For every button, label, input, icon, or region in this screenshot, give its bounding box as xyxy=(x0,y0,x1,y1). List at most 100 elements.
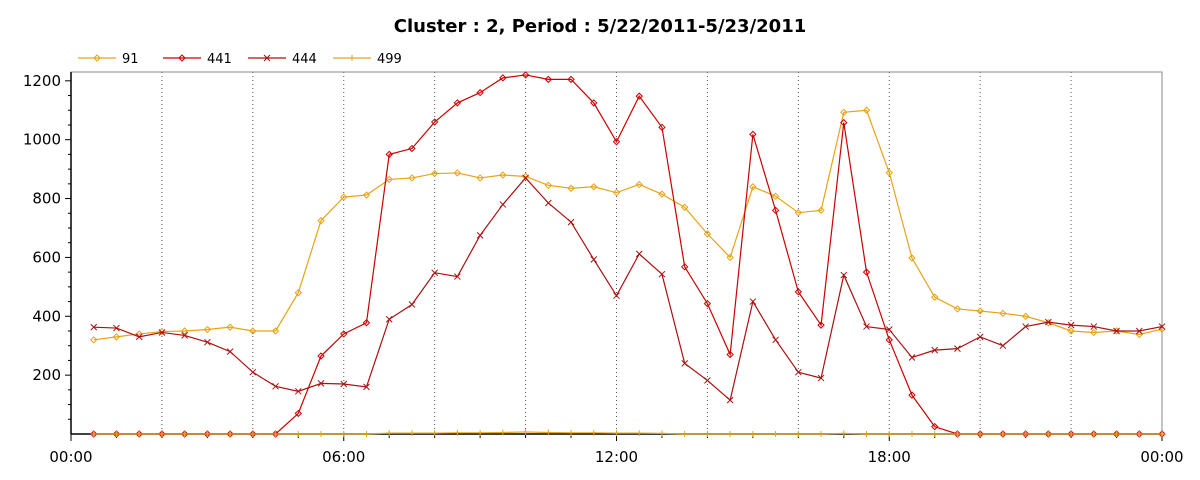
data-point xyxy=(1067,321,1075,329)
data-point xyxy=(612,188,621,197)
legend-item: 441 xyxy=(163,52,232,67)
data-point xyxy=(158,329,166,336)
data-point xyxy=(931,431,938,437)
data-point xyxy=(1044,319,1053,327)
data-point xyxy=(340,193,348,201)
data-point xyxy=(431,269,439,277)
data-point xyxy=(204,338,211,346)
data-point xyxy=(317,380,325,387)
data-point xyxy=(340,380,348,388)
data-point xyxy=(340,431,347,437)
data-point xyxy=(544,199,552,207)
data-point xyxy=(749,431,756,437)
data-point xyxy=(1068,431,1075,437)
series-441 xyxy=(90,71,1166,438)
legend-marker xyxy=(263,54,271,62)
data-point xyxy=(1113,327,1120,335)
x-tick-label: 00:00 xyxy=(1140,448,1183,466)
data-point xyxy=(749,298,757,305)
data-point xyxy=(954,345,961,353)
data-point xyxy=(544,75,553,84)
data-point xyxy=(703,230,712,238)
data-point xyxy=(430,118,439,126)
data-point xyxy=(590,429,597,436)
data-point xyxy=(726,396,734,404)
data-point xyxy=(840,430,847,437)
axes: 200 400 600 800 1000 1200 00:00 06:00 12:00 18:00… xyxy=(23,72,1184,466)
data-point xyxy=(522,428,529,435)
data-point xyxy=(613,292,620,300)
data-point xyxy=(749,183,757,191)
data-point xyxy=(931,293,939,301)
data-point xyxy=(567,184,575,192)
data-point xyxy=(1136,431,1143,437)
data-point xyxy=(567,218,575,226)
data-point xyxy=(318,431,325,437)
data-point xyxy=(113,324,120,332)
data-point xyxy=(249,368,257,376)
data-point xyxy=(204,431,211,437)
data-point xyxy=(1045,431,1052,437)
data-point xyxy=(999,342,1007,350)
data-point xyxy=(635,250,643,258)
x-tick-label: 12:00 xyxy=(595,448,638,466)
x-tick-label: 00:00 xyxy=(49,448,92,466)
data-point xyxy=(386,430,393,437)
data-point xyxy=(863,431,870,437)
data-point xyxy=(681,360,689,367)
data-point xyxy=(1067,327,1075,335)
data-point xyxy=(635,92,643,100)
data-point xyxy=(1135,327,1143,335)
data-point xyxy=(908,254,916,262)
data-point xyxy=(772,336,779,344)
series-line xyxy=(93,177,1163,402)
legend-item: 499 xyxy=(333,52,402,67)
data-point xyxy=(227,431,234,437)
data-point xyxy=(317,216,325,225)
chart-title: Cluster : 2, Period : 5/22/2011-5/23/201… xyxy=(394,16,807,37)
data-point xyxy=(771,192,780,200)
grid-lines xyxy=(161,72,1072,434)
data-point xyxy=(112,333,121,341)
data-point xyxy=(181,431,188,437)
data-point xyxy=(1090,323,1098,330)
data-point xyxy=(544,181,553,190)
data-point xyxy=(795,431,802,437)
data-point xyxy=(568,429,575,436)
data-point xyxy=(476,88,484,97)
data-point xyxy=(385,175,393,184)
data-point xyxy=(1112,327,1121,335)
data-point xyxy=(953,305,962,313)
data-point xyxy=(521,71,530,79)
data-point xyxy=(431,430,438,437)
series-line xyxy=(93,74,1162,435)
series-444 xyxy=(90,174,1166,404)
series-line xyxy=(93,109,1163,341)
data-point xyxy=(362,191,371,199)
legend-label: 444 xyxy=(292,52,317,67)
legend: 91 441 444 499 xyxy=(78,52,402,67)
data-point xyxy=(1159,431,1165,437)
y-tick-label: 1000 xyxy=(23,131,61,149)
data-point xyxy=(636,430,643,437)
data-point xyxy=(408,174,416,182)
data-point xyxy=(317,352,325,360)
data-point xyxy=(271,327,280,335)
data-point xyxy=(181,332,188,339)
data-point xyxy=(726,350,734,359)
data-point xyxy=(113,431,120,437)
data-point xyxy=(136,431,143,437)
data-point xyxy=(90,336,98,344)
data-point xyxy=(976,307,984,315)
series-499 xyxy=(90,428,1165,437)
data-point xyxy=(363,383,370,391)
data-point xyxy=(476,174,484,182)
data-point xyxy=(840,271,848,279)
data-point xyxy=(340,330,348,338)
data-point xyxy=(635,180,643,189)
data-point xyxy=(408,301,416,308)
legend-marker xyxy=(93,54,101,62)
data-point xyxy=(908,391,916,399)
data-point xyxy=(295,431,302,437)
